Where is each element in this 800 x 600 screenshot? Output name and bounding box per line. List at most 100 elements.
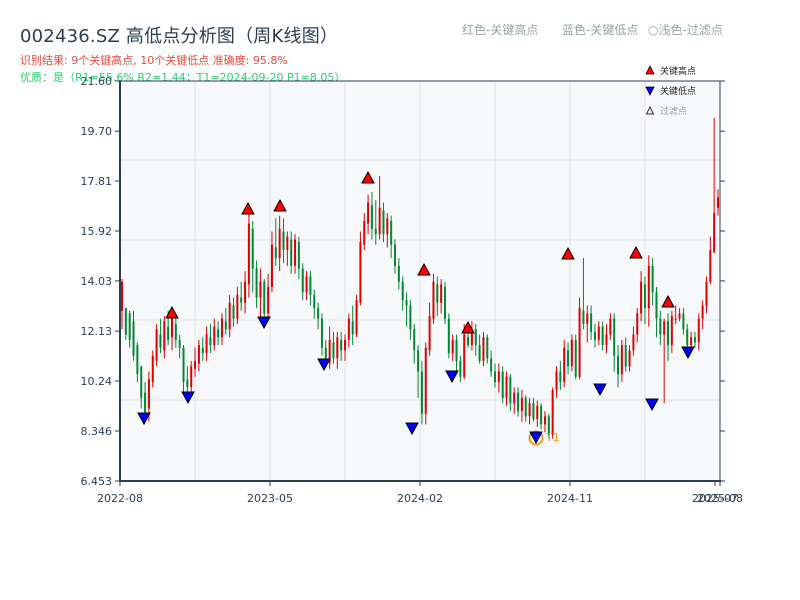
candle-up [636, 313, 639, 335]
candle-down [693, 337, 696, 343]
candle-up [451, 339, 454, 354]
candle-down [209, 337, 212, 346]
candle-up [620, 345, 623, 375]
candle-down [201, 347, 204, 354]
x-tick-label: 2024-11 [547, 492, 593, 505]
candle-down [140, 366, 143, 398]
y-tick-label: 19.70 [81, 125, 113, 138]
candle-down [370, 205, 373, 229]
candle-down [474, 329, 477, 346]
key-high-triangle-up-icon [561, 246, 575, 260]
candle-up [609, 318, 612, 335]
candle-up [355, 300, 358, 335]
candle-down [374, 228, 377, 235]
candle-down [401, 281, 404, 301]
candle-up [690, 337, 693, 346]
y-tick-label: 14.03 [81, 275, 113, 288]
candle-up [697, 318, 700, 343]
candle-up [678, 313, 681, 319]
candle-up [705, 281, 708, 306]
candle-up [513, 392, 516, 404]
candle-up [163, 321, 166, 351]
candle-down [397, 265, 400, 282]
candle-up [432, 281, 435, 319]
x-tick-label: 2024-02 [397, 492, 443, 505]
candle-down [224, 321, 227, 330]
candle-down [405, 300, 408, 306]
candle-down [501, 371, 504, 398]
candle-up [155, 329, 158, 361]
candle-down [251, 228, 254, 269]
candle-down [174, 323, 177, 340]
candle-up [482, 337, 485, 361]
candle-up [586, 313, 589, 324]
key-low-triangle-down-icon [593, 383, 607, 397]
candle-up [190, 366, 193, 388]
candle-down [624, 345, 627, 367]
candle-down [394, 244, 397, 266]
candle-up [505, 376, 508, 398]
key-high-triangle-up-icon [461, 320, 475, 334]
x-tick-label: 2023-05 [247, 492, 293, 505]
candle-down [417, 350, 420, 372]
candle-down [540, 405, 543, 425]
candle-up [640, 281, 643, 314]
candle-down [651, 265, 654, 293]
candle-up [470, 329, 473, 346]
candle-down [682, 313, 685, 330]
y-tick-label: 17.81 [81, 175, 113, 188]
candle-down [613, 318, 616, 356]
candle-down [490, 358, 493, 372]
candle-down [320, 318, 323, 348]
grid-lines [120, 81, 720, 481]
candle-down [443, 286, 446, 319]
candle-down [182, 347, 185, 383]
candle-down [517, 392, 520, 412]
candle-up [497, 371, 500, 383]
candle-down [217, 329, 220, 338]
candle-down [132, 321, 135, 356]
key-high-triangle-up-icon [417, 262, 431, 276]
candle-down [486, 337, 489, 359]
candle-up [709, 250, 712, 282]
candle-up [674, 318, 677, 320]
candle-down [301, 268, 304, 293]
candle-up [578, 308, 581, 377]
x-tick-label: 2025-07 [692, 492, 738, 505]
y-tick-label: 12.13 [81, 325, 113, 338]
axes: 21.60 19.70 17.81 15.92 14.03 12.13 10.24 8.346… [81, 75, 743, 505]
candle-down [582, 310, 585, 324]
candle-down [290, 239, 293, 266]
candle-up [244, 281, 247, 303]
legend-filtered-triangle-icon [645, 106, 655, 115]
candle-up [267, 286, 270, 314]
candle-up [344, 339, 347, 351]
y-tick-label: 10.24 [81, 375, 113, 388]
candle-up [247, 223, 250, 285]
candle-down [409, 305, 412, 330]
candle-down [659, 318, 662, 335]
candle-down [601, 326, 604, 346]
candle-up [555, 371, 558, 390]
key-low-triangle-down-icon [445, 370, 459, 384]
candle-down [282, 231, 285, 251]
candle-down [493, 371, 496, 383]
legend-label: 关键低点 [660, 85, 696, 97]
candle-down [617, 355, 620, 375]
candle-down [144, 392, 147, 414]
candle-up [628, 350, 631, 367]
key-high-triangle-up-icon [661, 294, 675, 308]
key-high-triangle-up-icon [165, 305, 179, 319]
candle-down [559, 371, 562, 383]
candle-down [455, 339, 458, 361]
candle-down [532, 403, 535, 420]
recognition-result: 识别结果: 9个关键高点, 10个关键低点 准确度: 95.8% [20, 54, 288, 67]
candle-down [297, 242, 300, 269]
candle-up [440, 284, 443, 303]
candle-down [509, 376, 512, 404]
candle-down [667, 321, 670, 346]
key-low-triangle-down-icon [529, 431, 543, 445]
candle-down [447, 318, 450, 354]
candle-up [213, 326, 216, 346]
